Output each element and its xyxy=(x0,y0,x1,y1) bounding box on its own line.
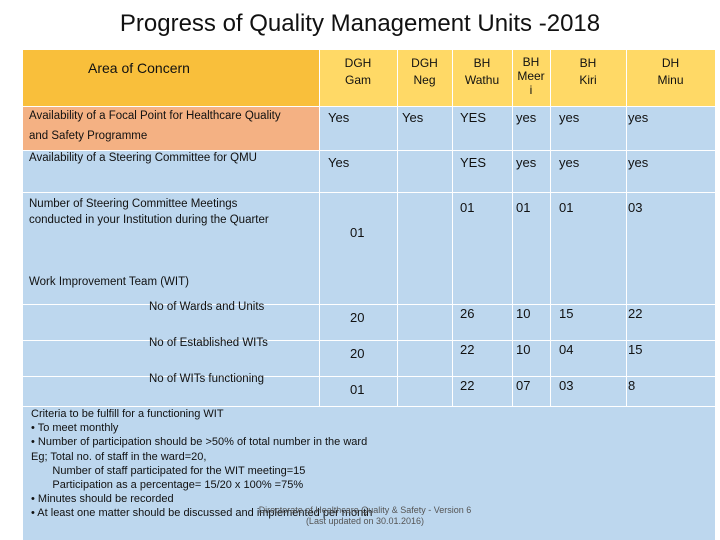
steering-bh-kiri: yes xyxy=(559,155,580,170)
meetings-dgh-gam: 01 xyxy=(350,225,365,240)
criteria-item: Eg; Total no. of staff in the ward=20, xyxy=(31,450,207,463)
wit-established-label: No of Established WITs xyxy=(149,337,268,349)
grid-line xyxy=(23,150,715,151)
grid-line xyxy=(23,376,715,377)
wit-wards-bh-meeri: 10 xyxy=(516,306,531,321)
grid-line xyxy=(626,50,627,406)
criteria-item: • Number of participation should be >50%… xyxy=(31,436,368,449)
steering-dh-minu: yes xyxy=(628,155,649,170)
criteria-block xyxy=(23,406,715,540)
focal-dgh-gam: Yes xyxy=(328,110,350,125)
wit-wards-dgh-gam: 20 xyxy=(350,310,365,325)
wit-functioning-dh-minu: 8 xyxy=(628,378,636,393)
wit-functioning-bh-meeri: 07 xyxy=(516,378,531,393)
grid-line xyxy=(23,304,715,305)
row-wit-functioning xyxy=(23,376,715,406)
header-area-label: Area of Concern xyxy=(88,60,190,76)
focal-bh-kiri: yes xyxy=(559,110,580,125)
wit-wards-bh-kiri: 15 xyxy=(559,306,574,321)
criteria-item: • At least one matter should be discusse… xyxy=(31,507,373,520)
row-steering-committee-label: Availability of a Steering Committee for… xyxy=(29,152,257,164)
header-col-dgh-gam: DGH Gam xyxy=(319,50,397,106)
steering-dgh-gam: Yes xyxy=(328,155,350,170)
wit-established-bh-wathu: 22 xyxy=(460,342,475,357)
wit-wards-bh-wathu: 26 xyxy=(460,306,475,321)
row-steering-committee xyxy=(23,150,715,192)
grid-line xyxy=(23,340,715,341)
wit-established-bh-kiri: 04 xyxy=(559,342,574,357)
criteria-item: Participation as a percentage= 15/20 x 1… xyxy=(31,479,304,492)
meetings-bh-meeri: 01 xyxy=(516,200,531,215)
meetings-bh-kiri: 01 xyxy=(559,200,574,215)
grid-line xyxy=(550,50,551,406)
wit-functioning-label: No of WITs functioning xyxy=(149,373,265,385)
meetings-dh-minu: 03 xyxy=(628,200,643,215)
grid-line xyxy=(512,50,513,406)
grid-line xyxy=(23,106,715,107)
header-col-bh-kiri: BH Kiri xyxy=(550,50,626,106)
criteria-text: Criteria to be fulfill for a functioning… xyxy=(31,407,372,521)
row-focal-point-label: Availability of a Focal Point for Health… xyxy=(29,110,281,142)
wit-functioning-dgh-gam: 01 xyxy=(350,382,365,397)
criteria-item: Number of staff participated for the WIT… xyxy=(31,464,306,477)
wit-established-dgh-gam: 20 xyxy=(350,346,365,361)
grid-line xyxy=(23,406,715,407)
grid-line xyxy=(452,50,453,406)
row-focal-point-label-cell xyxy=(23,106,319,150)
meetings-bh-wathu: 01 xyxy=(460,200,475,215)
focal-dgh-neg: Yes xyxy=(402,110,424,125)
header-col-bh-meeri: BH Meer i xyxy=(512,50,550,106)
focal-dh-minu: yes xyxy=(628,110,649,125)
wit-wards-label: No of Wards and Units xyxy=(149,301,265,313)
focal-bh-wathu: YES xyxy=(460,110,487,125)
focal-bh-meeri: yes xyxy=(516,110,537,125)
wit-wards-dh-minu: 22 xyxy=(628,306,643,321)
criteria-item: • To meet monthly xyxy=(31,422,119,435)
header-col-dh-minu: DH Minu xyxy=(626,50,715,106)
wit-section-label: Work Improvement Team (WIT) xyxy=(29,276,189,288)
page-title: Progress of Quality Management Units -20… xyxy=(119,10,601,37)
row-focal-point-values xyxy=(319,106,715,150)
grid-line xyxy=(23,192,715,193)
criteria-heading: Criteria to be fulfill for a functioning… xyxy=(31,408,224,420)
header-area-cell xyxy=(23,50,319,106)
steering-bh-wathu: YES xyxy=(460,155,487,170)
row-meetings xyxy=(23,192,715,304)
progress-table: Area of Concern DGH Gam DGH Neg BH Wathu… xyxy=(23,50,715,540)
row-meetings-label: Number of Steering Committee Meetings co… xyxy=(29,198,269,226)
grid-line xyxy=(319,50,320,406)
wit-established-bh-meeri: 10 xyxy=(516,342,531,357)
criteria-item: • Minutes should be recorded xyxy=(31,493,174,506)
row-wit-established xyxy=(23,340,715,376)
footer-note: Directorate of Healthcare Quality & Safe… xyxy=(258,505,472,526)
header-col-dgh-neg: DGH Neg xyxy=(397,50,452,106)
wit-established-dh-minu: 15 xyxy=(628,342,643,357)
row-wit-wards xyxy=(23,304,715,340)
wit-functioning-bh-wathu: 22 xyxy=(460,378,475,393)
grid-line xyxy=(397,50,398,406)
steering-bh-meeri: yes xyxy=(516,155,537,170)
wit-functioning-bh-kiri: 03 xyxy=(559,378,574,393)
header-col-bh-wathu: BH Wathu xyxy=(452,50,512,106)
